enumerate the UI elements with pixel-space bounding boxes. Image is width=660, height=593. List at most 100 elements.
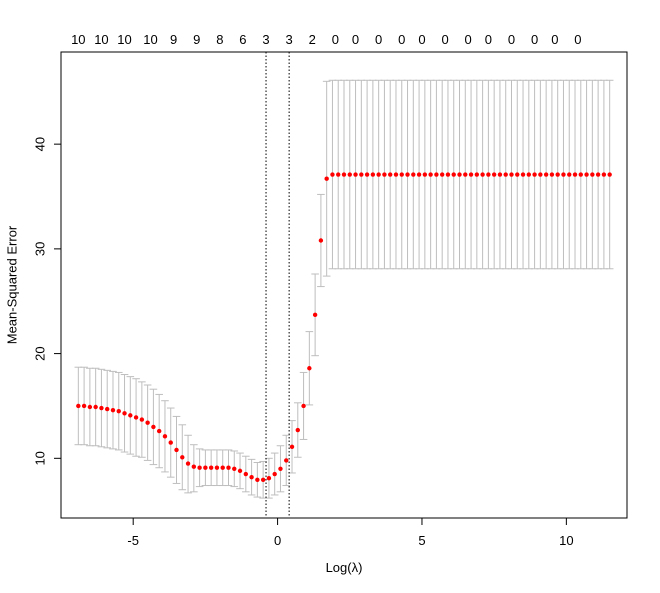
data-point [330,172,335,177]
data-point [260,477,266,482]
data-point [341,172,347,177]
data-point [255,477,260,482]
data-point [214,465,220,470]
data-point [457,172,462,177]
y-tick-label: 10 [32,451,47,465]
top-tick-label: 9 [193,32,200,47]
data-point [226,465,231,470]
data-point [99,405,104,411]
top-tick-label: 0 [574,32,581,47]
top-tick-label: 0 [398,32,405,47]
data-point [520,172,526,177]
top-tick-label: 0 [551,32,558,47]
data-points [76,172,612,482]
data-point [197,465,202,470]
data-point [266,476,272,481]
data-point [382,172,387,177]
data-point [595,172,601,177]
data-point [439,172,445,177]
data-point [584,172,589,177]
data-point [434,172,439,177]
data-point [191,464,197,469]
data-point [232,466,237,471]
data-point [359,172,364,177]
data-point [145,420,150,425]
top-tick-label: 10 [117,32,131,47]
data-point [543,172,549,177]
data-point [376,172,381,177]
data-point [208,465,214,470]
top-tick-label: 2 [309,32,316,47]
data-point [76,403,81,409]
data-point [174,447,179,453]
data-point [295,427,300,433]
top-tick-label: 0 [352,32,359,47]
y-axis: 10 20 30 40 [32,137,62,466]
data-point [203,465,208,470]
data-point [301,403,306,409]
x-tick-label: 10 [559,533,573,548]
data-point [128,413,133,418]
data-point [480,172,485,177]
data-point [162,434,168,439]
y-tick-label: 40 [32,137,47,151]
data-point [133,415,139,420]
data-point [364,172,370,177]
data-point [555,172,560,177]
data-point [486,172,491,177]
x-tick-label: 0 [274,533,281,548]
data-point [561,172,566,177]
top-tick-label: 6 [239,32,246,47]
y-tick-label: 20 [32,346,47,360]
data-point [474,172,480,177]
data-point [399,172,404,177]
data-point [445,172,451,177]
data-point [156,428,162,434]
data-point [422,172,428,177]
top-tick-label: 0 [508,32,515,47]
data-point [549,172,555,177]
data-point [139,417,145,422]
data-point [347,172,352,177]
data-point [180,455,185,460]
data-point [590,172,595,177]
data-point [388,172,393,177]
data-point [451,172,456,177]
data-point [318,238,324,243]
x-axis-title: Log(λ) [326,560,363,575]
data-point [105,406,110,412]
top-tick-label: 0 [375,32,382,47]
top-tick-label: 8 [216,32,223,47]
data-point [116,408,121,414]
data-point [567,172,572,177]
y-axis-title: Mean-Squared Error [4,225,19,344]
data-point [370,172,376,177]
data-point [468,172,474,177]
data-point [607,172,612,177]
data-point [168,440,173,445]
data-point [220,465,225,470]
data-point [93,404,98,410]
data-point [151,424,156,430]
data-point [503,172,508,177]
top-tick-label: 0 [485,32,492,47]
data-point [81,403,87,409]
data-point [284,458,289,463]
data-point [411,172,416,177]
y-tick-label: 30 [32,242,47,256]
data-point [532,172,537,177]
data-point [416,172,422,177]
data-point [578,172,583,177]
reference-lines [265,52,290,518]
data-point [324,176,329,181]
data-point [243,471,249,477]
top-tick-label: 3 [286,32,293,47]
data-point [572,172,578,177]
data-point [237,468,243,474]
data-point [393,172,399,177]
top-tick-label: 10 [71,32,85,47]
data-point [278,466,283,471]
top-tick-label: 9 [170,32,177,47]
x-axis: -5 0 5 10 [127,517,574,548]
